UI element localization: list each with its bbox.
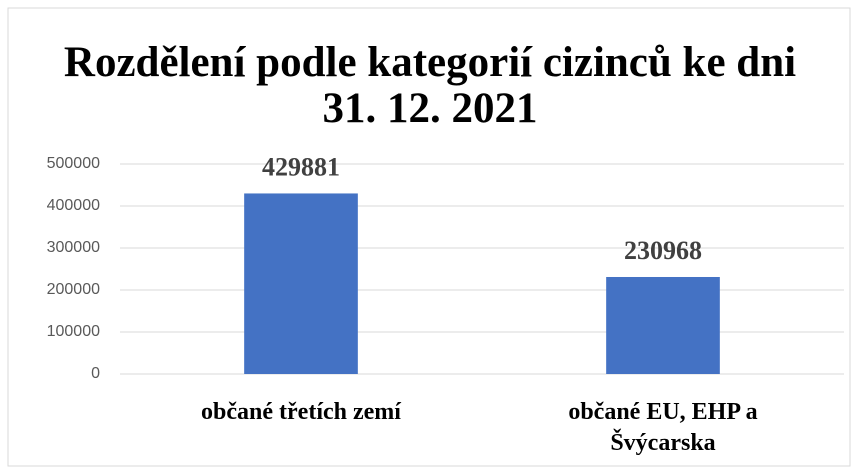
y-tick-label: 100000: [47, 323, 100, 340]
x-tick-label: občané EU, EHP a Švýcarska: [568, 399, 758, 456]
bar: [606, 276, 720, 374]
value-label: 429881: [262, 152, 340, 181]
y-tick-label: 300000: [47, 239, 100, 256]
value-label: 230968: [624, 236, 702, 265]
y-tick-label: 500000: [47, 155, 100, 172]
chart-title: Rozdělení podle kategorií cizinců ke dni…: [63, 39, 797, 132]
y-tick-label: 200000: [47, 281, 100, 298]
y-tick-label: 400000: [47, 197, 100, 214]
y-tick-label: 0: [91, 365, 100, 382]
x-tick-label: občané třetích zemí: [201, 399, 401, 425]
bar: [244, 193, 358, 374]
chart-border: [7, 7, 851, 467]
